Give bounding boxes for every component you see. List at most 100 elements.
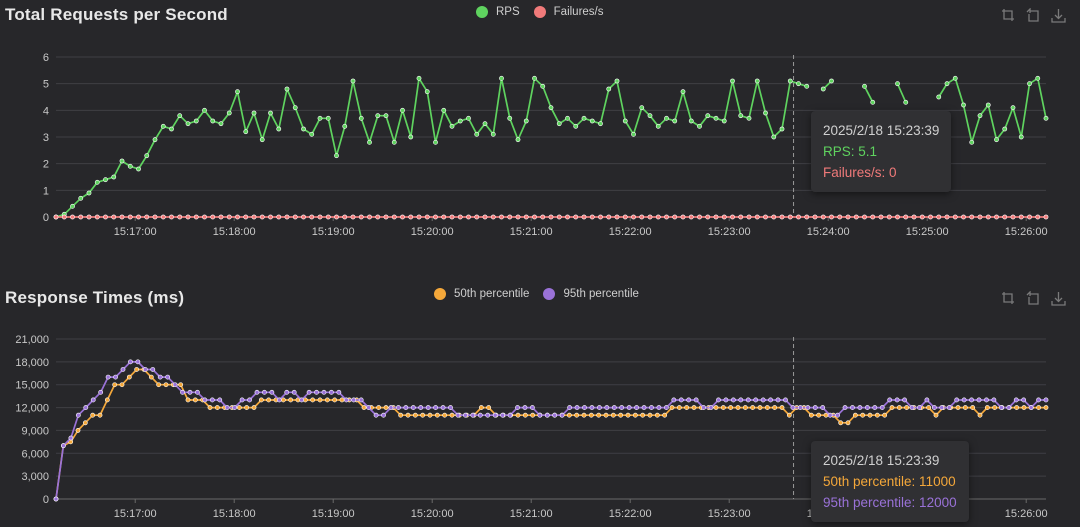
data-point [367, 214, 372, 220]
data-point [639, 214, 645, 220]
data-point [903, 214, 909, 220]
zoom-icon[interactable] [1001, 291, 1016, 306]
data-point [919, 214, 925, 220]
data-point [845, 214, 851, 220]
data-point [902, 397, 907, 403]
data-point [786, 412, 792, 418]
data-point [886, 214, 892, 220]
data-point [589, 214, 595, 220]
data-point [640, 412, 646, 418]
data-point [169, 126, 174, 132]
data-point [400, 107, 405, 113]
data-point [325, 214, 331, 220]
data-point [185, 397, 191, 403]
data-point [317, 397, 323, 403]
data-point [573, 214, 579, 220]
data-point [314, 389, 319, 395]
data-point [507, 115, 513, 121]
data-point [962, 405, 968, 410]
data-point [998, 405, 1004, 410]
legend-item-rps[interactable]: RPS [476, 6, 520, 18]
data-point [156, 382, 162, 388]
data-point [268, 214, 273, 220]
data-point [771, 134, 777, 140]
data-point [226, 214, 232, 220]
data-point [78, 214, 84, 220]
download-icon[interactable] [1051, 291, 1066, 306]
data-point [441, 214, 447, 220]
data-point [944, 214, 950, 220]
data-point [845, 420, 851, 426]
data-point [136, 214, 141, 220]
data-point [405, 412, 411, 418]
data-point [373, 412, 379, 418]
zoom-icon[interactable] [1001, 8, 1016, 23]
data-point [403, 405, 409, 410]
data-point [1036, 405, 1042, 410]
data-point [217, 397, 223, 403]
data-point [721, 214, 727, 220]
data-point [537, 412, 543, 418]
data-point [75, 428, 81, 433]
legend-label: 50th percentile [454, 288, 530, 300]
x-tick-label: 15:22:00 [609, 226, 652, 238]
zoom-reset-icon[interactable] [1026, 290, 1041, 306]
legend-item-failures[interactable]: Failures/s [533, 6, 604, 18]
data-point [119, 382, 125, 388]
data-point [878, 214, 884, 220]
data-point [317, 115, 323, 121]
data-point [254, 389, 260, 395]
data-point [969, 397, 974, 403]
data-point [268, 110, 273, 116]
legend-item-p50[interactable]: 50th percentile [434, 288, 529, 300]
zoom-reset-icon[interactable] [1026, 7, 1041, 23]
data-point [358, 115, 364, 121]
data-point [566, 412, 572, 418]
data-point [713, 405, 719, 410]
response-times-legend: 50th percentile 95th percentile [434, 288, 653, 300]
data-point [581, 214, 587, 220]
tooltip-time: 2025/2/18 15:23:39 [823, 453, 940, 468]
x-tick-label: 15:20:00 [411, 508, 454, 520]
data-point [224, 405, 230, 410]
data-point [639, 105, 645, 111]
data-point [842, 405, 848, 410]
tooltip-time: 2025/2/18 15:23:39 [823, 123, 940, 138]
data-point [127, 214, 133, 220]
data-point [180, 389, 185, 395]
legend-item-p95[interactable]: 95th percentile [543, 288, 639, 300]
y-tick-label: 4 [43, 105, 49, 117]
data-point [433, 405, 439, 410]
data-point [992, 405, 998, 410]
data-point [581, 115, 587, 121]
data-point [680, 214, 686, 220]
data-point [723, 397, 729, 403]
series-1 [53, 359, 1049, 502]
download-icon[interactable] [1051, 8, 1066, 23]
data-point [455, 412, 461, 418]
y-tick-label: 2 [43, 159, 49, 171]
data-point [1043, 405, 1049, 410]
data-point [540, 83, 546, 89]
data-point [351, 397, 357, 403]
data-point [383, 214, 389, 220]
data-point [614, 214, 620, 220]
data-point [210, 118, 216, 124]
rps-chart[interactable]: 0 1 2 3 4 5 6 15:17:00 15:18:00 15:19:00 15:20:00 1… [0, 0, 1080, 262]
data-point [433, 139, 438, 145]
data-point [530, 412, 536, 418]
data-point [944, 81, 950, 87]
data-point [750, 405, 756, 410]
data-point [449, 214, 455, 220]
data-point [857, 405, 863, 410]
data-point [416, 214, 422, 220]
data-point [490, 131, 496, 137]
data-point [768, 397, 773, 403]
data-point [829, 214, 834, 220]
data-point [358, 214, 364, 220]
data-point [309, 214, 315, 220]
data-point [812, 405, 818, 410]
data-point [375, 214, 381, 220]
data-point [150, 367, 156, 372]
data-point [1021, 405, 1027, 410]
